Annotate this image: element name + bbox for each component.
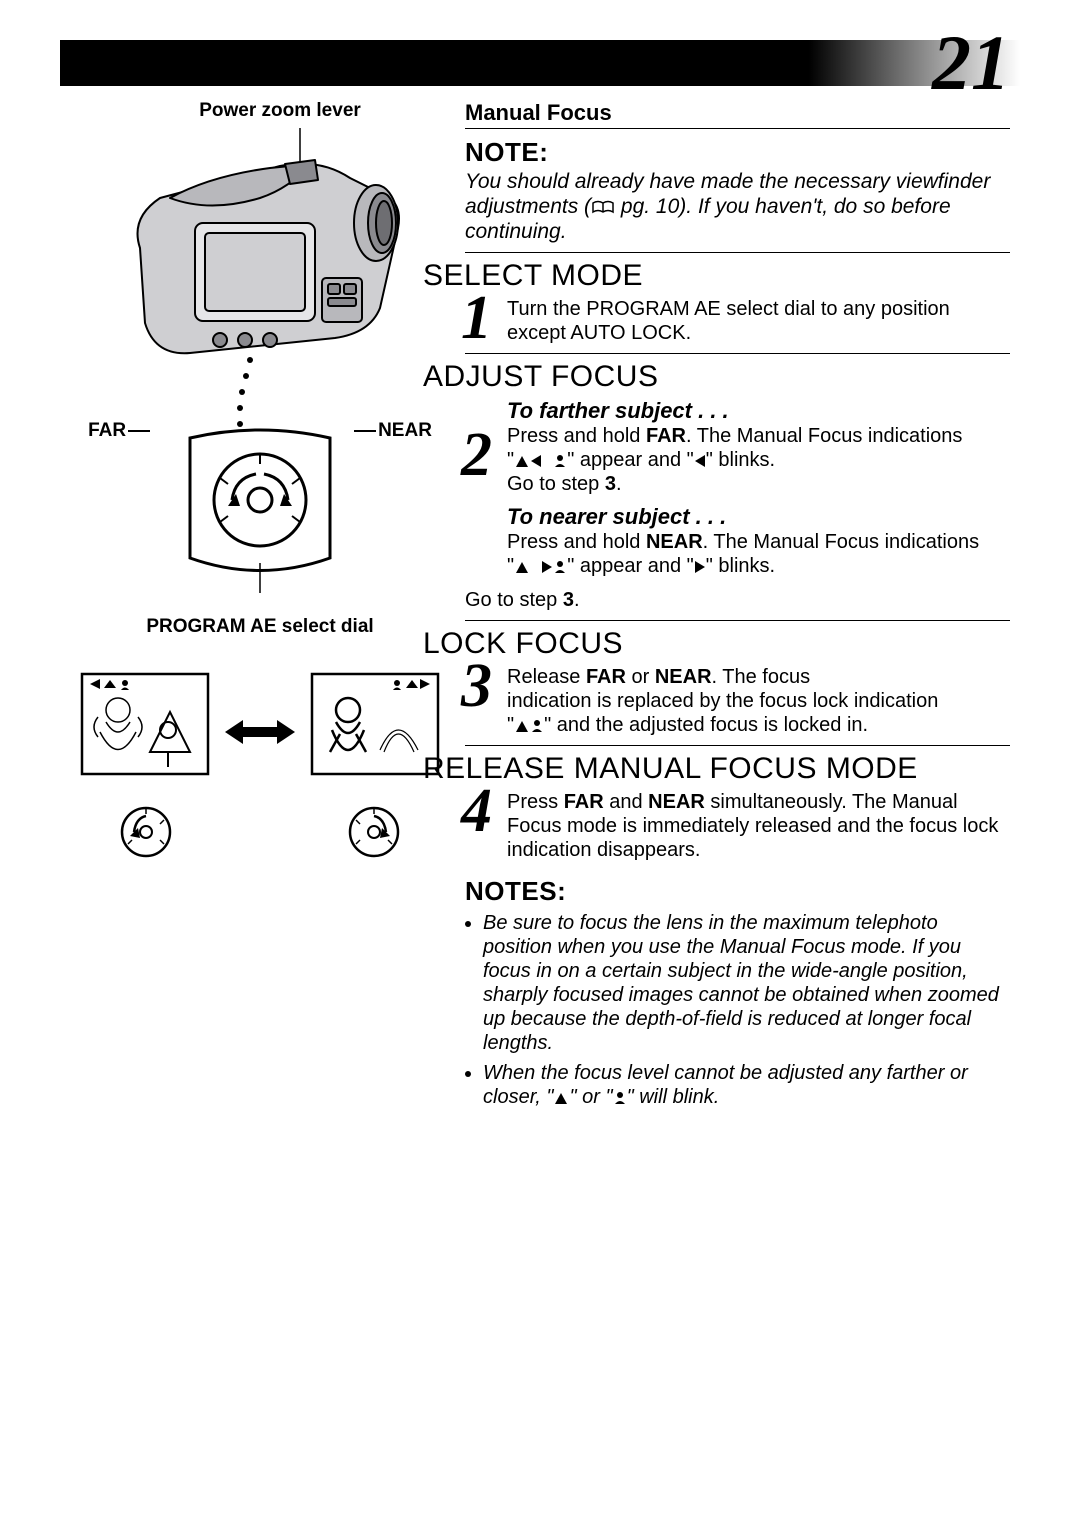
t: NEAR xyxy=(648,791,705,813)
note-heading: NOTE: xyxy=(465,137,1010,168)
left-column: Power zoom lever xyxy=(80,100,440,862)
t: . xyxy=(574,589,580,611)
t: FAR xyxy=(646,425,686,447)
mountain-icon xyxy=(514,719,530,733)
mountain-icon xyxy=(553,1091,569,1105)
leader-line xyxy=(354,430,376,432)
step-number: 1 xyxy=(461,287,492,349)
t: " will blink. xyxy=(627,1086,720,1108)
t: Go to step xyxy=(465,589,563,611)
person-icon xyxy=(553,560,567,574)
step-number: 3 xyxy=(461,655,492,717)
right-column: Manual Focus NOTE: You should already ha… xyxy=(465,100,1010,1115)
dial-cw-icon xyxy=(344,802,404,862)
t: indication is replaced by the focus lock… xyxy=(507,690,938,712)
t: NEAR xyxy=(655,666,712,688)
scene-far xyxy=(80,672,210,792)
step-heading: RELEASE MANUAL FOCUS MODE xyxy=(423,752,1010,786)
reference-icon xyxy=(591,200,615,214)
t: . The focus xyxy=(712,666,811,688)
step-2: 2 To farther subject . . . Press and hol… xyxy=(465,398,1010,612)
t: 3 xyxy=(605,473,616,495)
step-heading: ADJUST FOCUS xyxy=(423,360,1010,394)
focus-scene-row xyxy=(80,672,440,792)
t: simultaneously. The Manual xyxy=(705,791,958,813)
step-number: 2 xyxy=(461,424,492,486)
t: 3 xyxy=(563,589,574,611)
step-3: 3 Release FAR or NEAR. The focus indicat… xyxy=(465,665,1010,737)
right-triangle-icon xyxy=(694,560,706,574)
t: Release xyxy=(507,666,586,688)
divider xyxy=(465,252,1010,253)
far-subhead: To farther subject . . . xyxy=(507,398,1010,424)
left-triangle-icon xyxy=(530,454,542,468)
step-body: Press FAR and NEAR simultaneously. The M… xyxy=(507,790,1010,862)
t: " xyxy=(507,449,514,471)
far-near-row: FAR NEAR xyxy=(80,420,440,442)
person-icon xyxy=(613,1091,627,1105)
t: Go to step xyxy=(507,473,605,495)
dial-enlarged xyxy=(160,428,360,598)
t: NEAR xyxy=(646,531,703,553)
step-heading: SELECT MODE xyxy=(423,259,1010,293)
section-title: Manual Focus xyxy=(465,100,1010,126)
divider xyxy=(465,353,1010,354)
dial-label: PROGRAM AE select dial xyxy=(80,616,440,638)
header-gradient-bar xyxy=(60,40,1020,86)
t: " appear and " xyxy=(567,449,694,471)
notes-list: Be sure to focus the lens in the maximum… xyxy=(465,911,1010,1109)
t: " xyxy=(507,714,514,736)
t: Press and hold xyxy=(507,531,646,553)
t: and xyxy=(604,791,648,813)
t: Press and hold xyxy=(507,425,646,447)
divider xyxy=(465,128,1010,129)
divider xyxy=(465,620,1010,621)
t: " xyxy=(507,555,514,577)
person-icon xyxy=(530,719,544,733)
near-goto: Go to step 3. xyxy=(465,588,1010,612)
near-body: Press and hold NEAR. The Manual Focus in… xyxy=(507,530,1010,578)
near-label: NEAR xyxy=(378,420,432,442)
t: FAR xyxy=(586,666,626,688)
zoom-lever-label: Power zoom lever xyxy=(120,100,440,122)
t: . The Manual Focus indications xyxy=(686,425,962,447)
note-item: Be sure to focus the lens in the maximum… xyxy=(483,911,1010,1055)
divider xyxy=(465,745,1010,746)
t: . The Manual Focus indications xyxy=(703,531,979,553)
double-arrow-icon xyxy=(225,718,295,746)
step-body: Turn the PROGRAM AE select dial to any p… xyxy=(507,297,1010,345)
far-label: FAR xyxy=(88,420,126,442)
t: or xyxy=(626,666,655,688)
small-dial-row xyxy=(80,802,440,862)
t: FAR xyxy=(564,791,604,813)
t: " blinks. xyxy=(706,555,775,577)
page-number: 21 xyxy=(932,18,1010,108)
right-triangle-icon xyxy=(541,560,553,574)
step-4: 4 Press FAR and NEAR simultaneously. The… xyxy=(465,790,1010,862)
dial-ccw-icon xyxy=(116,802,176,862)
notes-heading: NOTES: xyxy=(465,876,1010,907)
note-item: When the focus level cannot be adjusted … xyxy=(483,1061,1010,1109)
t: " or " xyxy=(569,1086,612,1108)
scene-near xyxy=(310,672,440,792)
t: . xyxy=(616,473,622,495)
t: " and the adjusted focus is locked in. xyxy=(544,714,868,736)
t: Press xyxy=(507,791,564,813)
near-subhead: To nearer subject . . . xyxy=(507,504,1010,530)
mountain-icon xyxy=(514,560,530,574)
t: " blinks. xyxy=(706,449,775,471)
step-heading: LOCK FOCUS xyxy=(423,627,1010,661)
t: Focus mode is immediately released and t… xyxy=(507,815,998,861)
camera-illustration xyxy=(100,128,420,448)
t: " appear and " xyxy=(567,555,694,577)
mountain-icon xyxy=(514,454,530,468)
step-1: 1 Turn the PROGRAM AE select dial to any… xyxy=(465,297,1010,345)
left-triangle-icon xyxy=(694,454,706,468)
step-number: 4 xyxy=(461,780,492,842)
person-icon xyxy=(553,454,567,468)
note-body: You should already have made the necessa… xyxy=(465,170,1010,244)
far-body: Press and hold FAR. The Manual Focus ind… xyxy=(507,424,1010,496)
leader-line xyxy=(128,430,150,432)
step-body: Release FAR or NEAR. The focus indicatio… xyxy=(507,665,1010,737)
